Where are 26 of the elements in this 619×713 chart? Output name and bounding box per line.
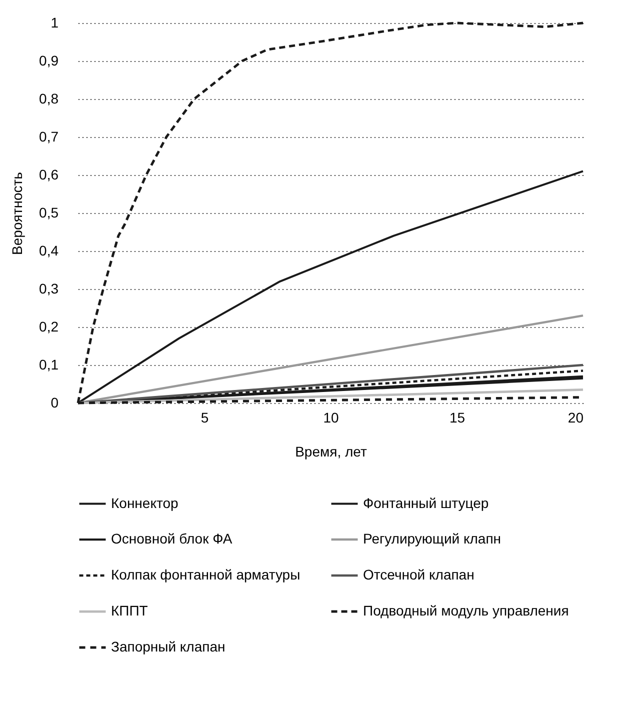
legend-label: Колпак фонтанной арматуры [111, 566, 300, 582]
x-tick-label: 5 [200, 410, 209, 426]
y-tick-label: 0,8 [39, 90, 59, 106]
y-tick-label: 0,2 [39, 318, 59, 334]
legend-label: Отсечной клапан [363, 566, 474, 582]
x-tick-label: 10 [323, 410, 339, 426]
legend-label: Основной блок ФА [111, 530, 233, 546]
x-tick-label: 20 [568, 410, 584, 426]
legend-label: КППТ [111, 602, 148, 618]
y-tick-label: 0,4 [39, 242, 59, 258]
legend-label: Подводный модуль управления [363, 602, 569, 618]
y-tick-label: 0,6 [39, 166, 59, 182]
y-tick-label: 1 [50, 14, 59, 30]
legend-label: Запорный клапан [111, 638, 226, 654]
y-tick-label: 0 [50, 394, 59, 410]
y-tick-label: 0,9 [39, 52, 59, 68]
y-tick-label: 0,5 [39, 204, 59, 220]
x-axis-title: Время, лет [295, 444, 368, 460]
legend-label: Фонтанный штуцер [363, 494, 489, 511]
y-tick-label: 0,3 [39, 280, 59, 296]
legend-label: Регулирующий клапн [363, 530, 502, 546]
y-tick-label: 0,1 [39, 356, 59, 372]
x-tick-label: 15 [449, 410, 466, 426]
y-axis-title: Вероятность [9, 172, 26, 255]
y-tick-label: 0,7 [39, 128, 59, 144]
legend-label: Коннектор [111, 494, 179, 511]
